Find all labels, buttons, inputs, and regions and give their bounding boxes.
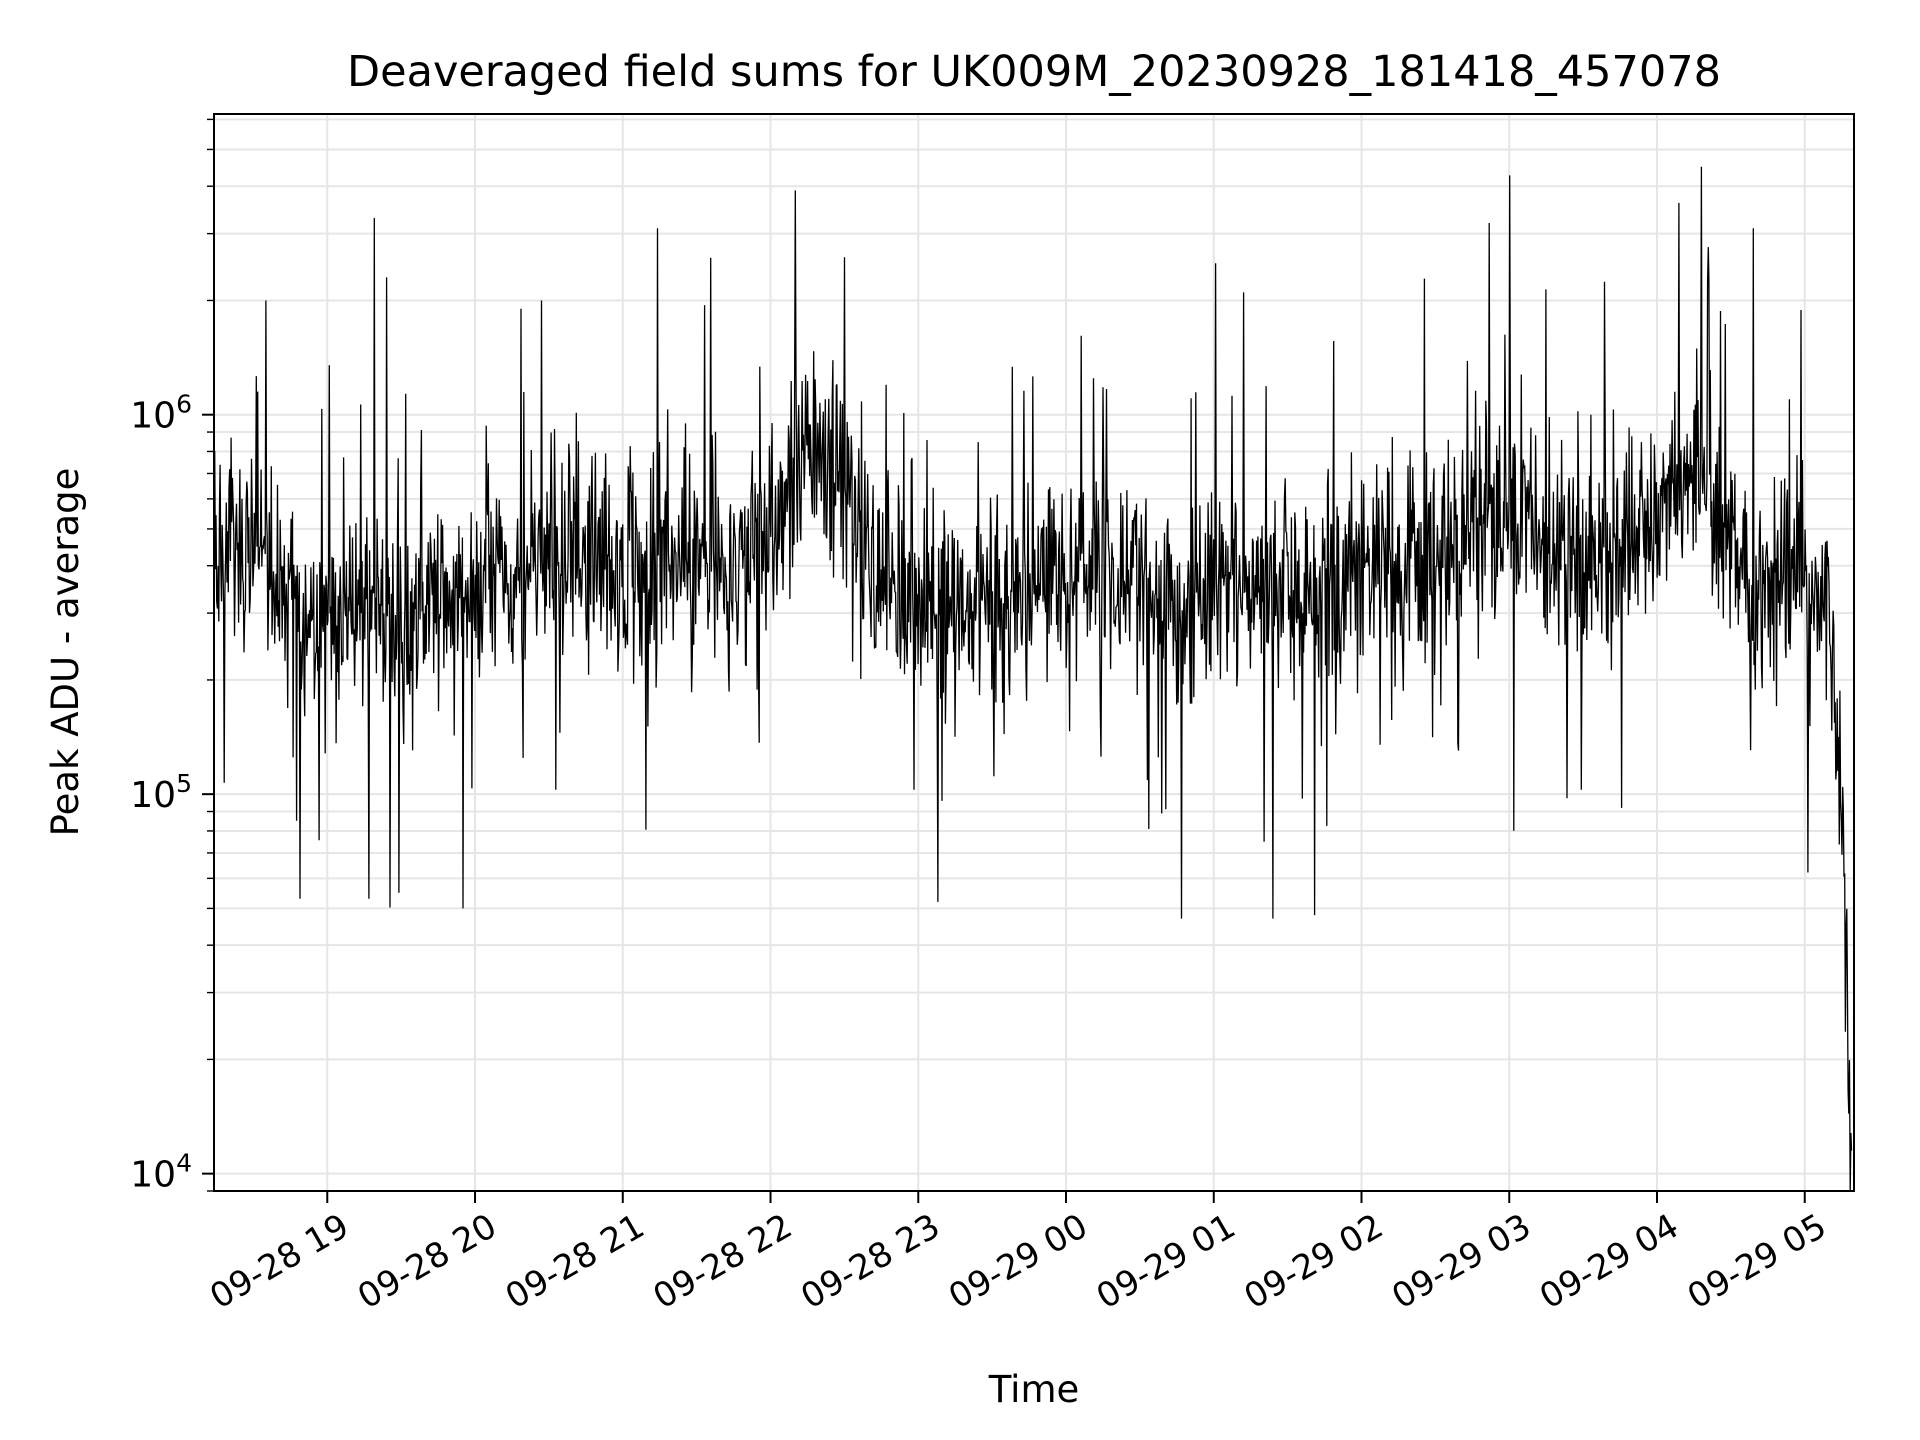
y-tick-label: 105 bbox=[130, 769, 192, 816]
y-tick-label-base: 10 bbox=[130, 396, 176, 437]
series-layer bbox=[213, 166, 1853, 1192]
chart-title: Deaveraged field sums for UK009M_2023092… bbox=[347, 47, 1721, 97]
y-tick-label-exponent: 5 bbox=[176, 769, 192, 798]
y-tick-label: 106 bbox=[130, 390, 192, 437]
y-tick-label-base: 10 bbox=[130, 775, 176, 816]
y-tick-label-base: 10 bbox=[130, 1155, 176, 1196]
y-tick-label-exponent: 6 bbox=[176, 390, 192, 419]
y-tick-label-exponent: 4 bbox=[176, 1149, 192, 1178]
plot-frame bbox=[213, 113, 1855, 1192]
y-axis-label: Peak ADU - average bbox=[44, 468, 87, 837]
y-tick-label: 104 bbox=[130, 1149, 192, 1196]
series-line bbox=[213, 166, 1853, 1192]
x-axis-label: Time bbox=[988, 1368, 1080, 1411]
